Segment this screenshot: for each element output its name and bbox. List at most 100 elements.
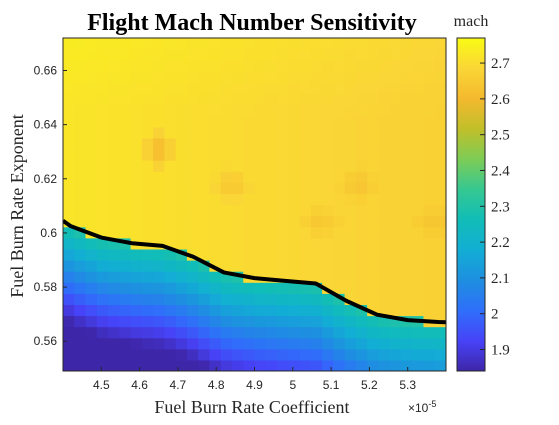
heatmap-cell xyxy=(333,115,346,128)
heatmap-cell xyxy=(412,38,425,50)
heatmap-cell xyxy=(310,260,323,272)
heatmap-cell xyxy=(434,182,446,194)
heatmap-cell xyxy=(288,104,301,117)
heatmap-cell xyxy=(400,149,413,161)
heatmap-cell xyxy=(220,271,233,283)
heatmap-cell xyxy=(288,260,301,272)
heatmap-cell xyxy=(153,315,165,328)
heatmap-cell xyxy=(74,115,87,128)
heatmap-cell xyxy=(378,215,391,228)
heatmap-cell xyxy=(141,260,154,272)
heatmap-cell xyxy=(254,115,267,128)
heatmap-cell xyxy=(434,126,446,139)
heatmap-cell xyxy=(141,171,154,183)
heatmap-cell xyxy=(288,38,301,50)
heatmap-cell xyxy=(209,237,222,250)
x-tick-label: 5.2 xyxy=(361,378,378,392)
colorbar-tick-label: 1.9 xyxy=(491,343,510,359)
heatmap-cell xyxy=(74,49,87,61)
heatmap-cell xyxy=(186,304,199,317)
heatmap-cell xyxy=(164,248,177,261)
heatmap-cell xyxy=(333,304,346,317)
heatmap-cell xyxy=(153,137,165,150)
heatmap-cell xyxy=(164,104,177,117)
heatmap-cell xyxy=(130,326,143,339)
heatmap-cell xyxy=(378,137,391,150)
heatmap-cell xyxy=(164,60,177,72)
heatmap-cell xyxy=(164,293,177,305)
heatmap-cell xyxy=(423,38,436,50)
heatmap-cell xyxy=(434,137,446,150)
x-axis: 4.5 4.6 4.7 4.8 4.9 5 5.1 5.2 5.3 xyxy=(93,367,416,392)
heatmap-cell xyxy=(220,304,233,317)
heatmap-cell xyxy=(389,115,402,128)
heatmap-cell xyxy=(299,71,312,83)
heatmap-cell xyxy=(333,49,346,61)
heatmap-cell xyxy=(412,126,425,139)
heatmap-cell xyxy=(322,193,334,206)
heatmap-cell xyxy=(153,60,165,72)
heatmap-cell xyxy=(400,271,413,283)
heatmap-cell xyxy=(344,271,357,283)
heatmap-cell xyxy=(344,326,357,339)
heatmap-cell xyxy=(344,337,357,350)
heatmap-cell xyxy=(186,359,199,371)
heatmap-cell xyxy=(378,93,391,106)
heatmap-cell xyxy=(434,193,446,206)
heatmap-cell xyxy=(277,171,289,183)
heatmap-cell xyxy=(153,215,165,228)
heatmap-cell xyxy=(412,326,425,339)
heatmap-cell xyxy=(322,204,334,217)
heatmap-cell xyxy=(265,160,278,172)
heatmap-cell xyxy=(119,104,132,117)
heatmap-cell xyxy=(198,82,211,95)
heatmap-cell xyxy=(186,182,199,194)
heatmap-cell xyxy=(85,82,98,95)
heatmap-cell xyxy=(277,193,289,206)
heatmap-cell xyxy=(310,182,323,194)
heatmap-cell xyxy=(434,171,446,183)
heatmap-cell xyxy=(153,304,165,317)
heatmap-cell xyxy=(322,60,334,72)
heatmap-cell xyxy=(355,71,368,83)
heatmap-cell xyxy=(322,115,334,128)
heatmap-cell xyxy=(389,348,402,361)
heatmap-cell xyxy=(310,248,323,261)
heatmap-cell xyxy=(378,71,391,83)
heatmap-cell xyxy=(423,149,436,161)
heatmap-cell xyxy=(209,260,222,272)
heatmap-cell xyxy=(85,237,98,250)
heatmap-cell xyxy=(108,160,120,172)
heatmap-cell xyxy=(389,71,402,83)
heatmap-cell xyxy=(63,315,75,328)
heatmap-cell xyxy=(344,304,357,317)
heatmap-cell xyxy=(198,348,211,361)
heatmap-cell xyxy=(153,71,165,83)
heatmap-cell xyxy=(333,149,346,161)
heatmap-cell xyxy=(412,104,425,117)
heatmap-cell xyxy=(96,304,109,317)
heatmap-cell xyxy=(243,248,256,261)
heatmap-cell xyxy=(333,326,346,339)
heatmap-cell xyxy=(108,38,120,50)
heatmap-cell xyxy=(344,171,357,183)
heatmap-cell xyxy=(322,271,334,283)
heatmap-cell xyxy=(277,359,289,371)
heatmap-cell xyxy=(198,193,211,206)
heatmap-cell xyxy=(288,293,301,305)
heatmap-cell xyxy=(299,348,312,361)
heatmap-cell xyxy=(96,49,109,61)
heatmap-cell xyxy=(254,204,267,217)
heatmap-cell xyxy=(243,60,256,72)
heatmap-cell xyxy=(288,60,301,72)
heatmap-cell xyxy=(153,193,165,206)
heatmap-cell xyxy=(186,271,199,283)
heatmap-cell xyxy=(74,149,87,161)
heatmap-cell xyxy=(355,104,368,117)
heatmap-cell xyxy=(85,104,98,117)
heatmap-cell xyxy=(153,348,165,361)
heatmap-cell xyxy=(175,237,188,250)
heatmap-cell xyxy=(423,348,436,361)
heatmap-cell xyxy=(153,171,165,183)
heatmap-cell xyxy=(153,359,165,371)
